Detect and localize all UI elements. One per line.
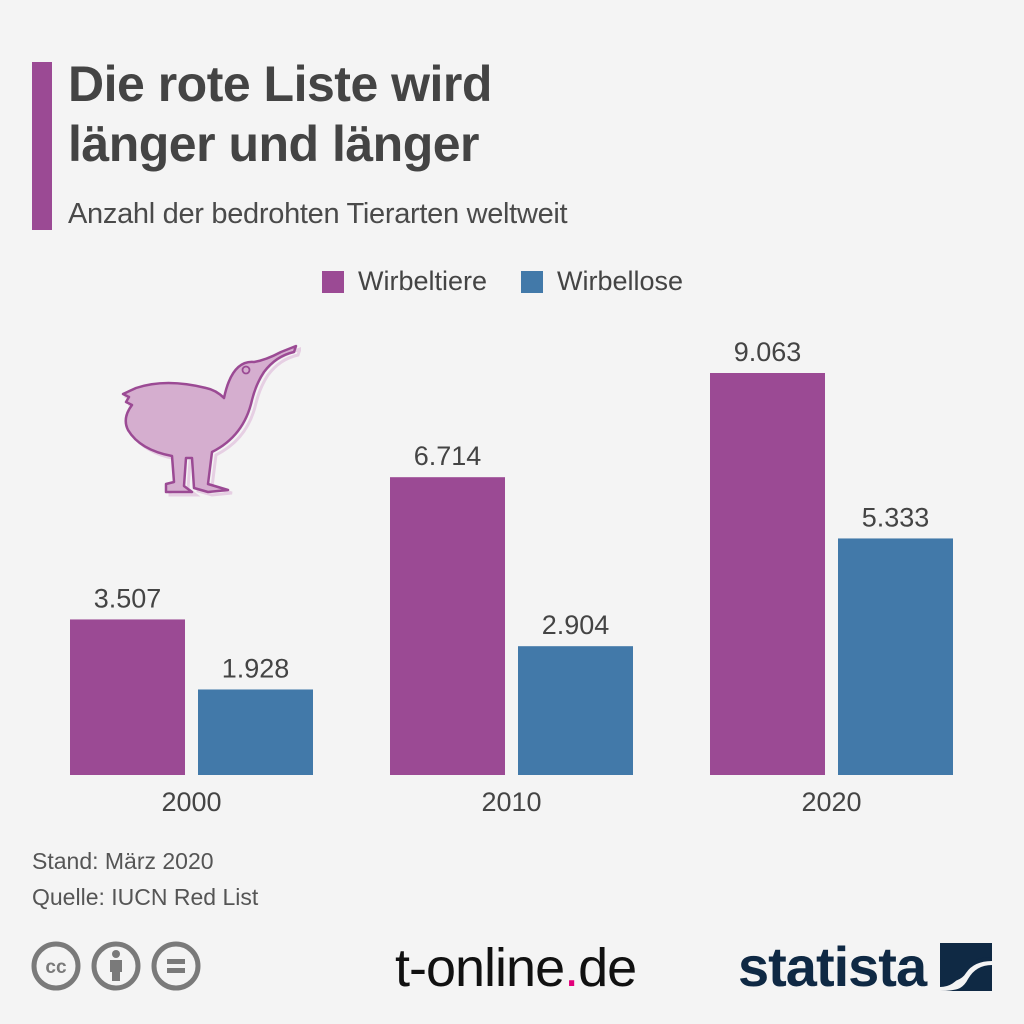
svg-text:cc: cc <box>45 957 67 978</box>
kiwi-bird-icon <box>121 344 301 497</box>
bar-wirbeltiere-2010 <box>390 477 505 775</box>
legend-label-wirbellose: Wirbellose <box>557 266 684 296</box>
legend-item-wirbeltiere: Wirbeltiere <box>322 266 487 297</box>
page-title: Die rote Liste wird länger und länger <box>68 54 492 174</box>
x-tick-label-2000: 2000 <box>161 787 221 817</box>
tonline-tld: de <box>578 938 637 998</box>
no-derivatives-icon[interactable] <box>150 940 202 992</box>
tonline-logo[interactable]: t-online.de <box>395 937 637 999</box>
legend-swatch-wirbellose <box>521 270 544 293</box>
legend: Wirbeltiere Wirbellose <box>322 266 717 297</box>
bar-wirbeltiere-2020 <box>710 373 825 775</box>
legend-swatch-wirbeltiere <box>322 270 344 293</box>
stand-date: Stand: März 2020 <box>32 848 214 874</box>
bar-wirbeltiere-2000 <box>70 619 185 775</box>
source-note: Quelle: IUCN Red List <box>32 884 259 910</box>
license-icons: cc <box>30 940 202 992</box>
statista-mark-icon <box>940 942 993 991</box>
bar-wirbellose-2020 <box>838 538 953 775</box>
subtitle: Anzahl der bedrohten Tierarten weltweit <box>68 198 568 230</box>
cc-icon[interactable]: cc <box>30 940 82 992</box>
bar-wirbellose-2000 <box>198 689 313 775</box>
title-line-2: länger und länger <box>68 116 480 172</box>
data-label-wirbeltiere-2020: 9.063 <box>734 337 802 367</box>
tonline-dot: . <box>564 938 579 998</box>
statista-logo[interactable]: statista <box>738 934 993 999</box>
bar-wirbellose-2010 <box>518 646 633 775</box>
x-tick-label-2010: 2010 <box>481 787 541 817</box>
data-label-wirbellose-2000: 1.928 <box>222 653 290 683</box>
data-label-wirbellose-2010: 2.904 <box>542 610 610 640</box>
attribution-icon[interactable] <box>90 940 142 992</box>
title-line-1: Die rote Liste wird <box>68 56 492 112</box>
data-label-wirbeltiere-2010: 6.714 <box>414 441 482 471</box>
title-accent-bar <box>32 62 52 230</box>
x-tick-label-2020: 2020 <box>801 787 861 817</box>
tonline-text: t-online <box>395 938 565 998</box>
data-label-wirbeltiere-2000: 3.507 <box>94 583 162 613</box>
legend-item-wirbellose: Wirbellose <box>521 266 683 297</box>
data-label-wirbellose-2020: 5.333 <box>862 502 930 532</box>
statista-text: statista <box>738 935 927 998</box>
legend-label-wirbeltiere: Wirbeltiere <box>358 266 488 296</box>
